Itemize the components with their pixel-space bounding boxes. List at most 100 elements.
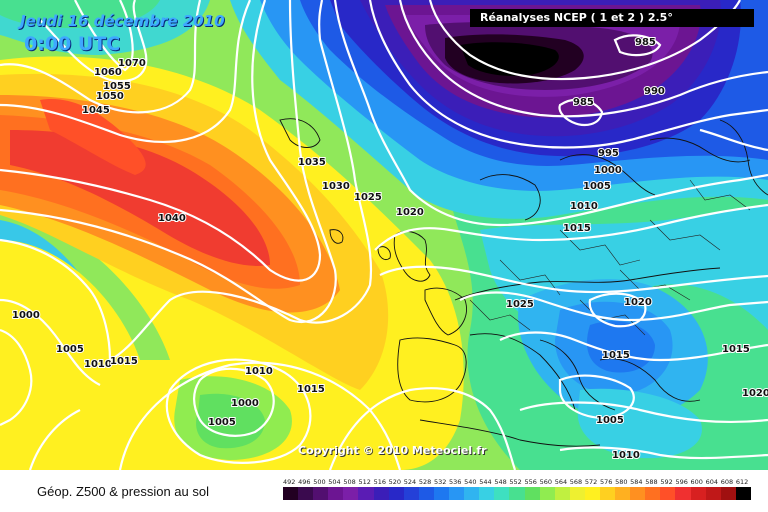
legend-swatch xyxy=(358,487,374,500)
isobar-label: 1070 xyxy=(118,58,146,69)
legend-swatch xyxy=(599,487,616,500)
legend-swatch xyxy=(388,487,404,500)
legend-value: 600 xyxy=(690,478,703,486)
isobar-label: 1015 xyxy=(722,344,750,355)
isobar-label: 1020 xyxy=(624,297,652,308)
legend-value: 604 xyxy=(705,478,719,486)
legend-swatch xyxy=(630,487,646,500)
legend-swatch xyxy=(418,487,434,500)
isobar-label: 1005 xyxy=(583,181,611,192)
isobar-label: 1005 xyxy=(596,415,624,426)
legend-value: 596 xyxy=(675,478,688,486)
isobar-label: 1045 xyxy=(82,105,110,116)
legend-value: 608 xyxy=(720,478,734,486)
isobar-label: 985 xyxy=(573,97,594,108)
legend-swatch xyxy=(433,487,450,500)
isobar-label: 1020 xyxy=(396,207,424,218)
isobar-label: 1030 xyxy=(322,181,350,192)
legend-swatch xyxy=(675,487,691,500)
legend-value: 576 xyxy=(599,478,613,486)
legend-swatch xyxy=(283,487,299,500)
isobar-label: 1010 xyxy=(570,201,598,212)
legend-value: 508 xyxy=(343,478,356,486)
legend-swatch xyxy=(494,487,510,500)
isobar-label: 995 xyxy=(598,148,619,159)
isobar-label: 1000 xyxy=(594,165,622,176)
isobar-label: 1005 xyxy=(56,344,84,355)
legend-swatch xyxy=(539,487,555,500)
legend-value: 612 xyxy=(735,478,749,486)
legend-value: 564 xyxy=(554,478,568,486)
legend-swatch xyxy=(449,487,465,500)
legend-swatch xyxy=(645,487,661,500)
legend-value: 548 xyxy=(494,478,507,486)
legend-value: 572 xyxy=(584,478,598,486)
legend-swatch xyxy=(313,487,329,500)
isobar-labels: 1070 1060 1055 1050 1045 1040 1035 1030 … xyxy=(11,36,768,462)
legend-value: 516 xyxy=(373,478,386,486)
map-time: 0:00 UTC xyxy=(24,33,121,55)
color-legend: 492 496 500 504 508 512 516 520 524 528 532 536 540 5… xyxy=(283,478,751,504)
isobar-label: 1015 xyxy=(110,356,138,367)
legend-swatch xyxy=(328,487,344,500)
legend-swatch xyxy=(403,487,419,500)
isobar-label: 1050 xyxy=(96,91,124,102)
legend-value: 556 xyxy=(524,478,537,486)
isobar-label: 1005 xyxy=(208,417,236,428)
legend-value: 524 xyxy=(403,478,417,486)
legend-value: 500 xyxy=(313,478,326,486)
legend-value: 592 xyxy=(660,478,673,486)
legend-swatch xyxy=(464,487,480,500)
isobar-label: 985 xyxy=(635,37,656,48)
isobar-label: 1035 xyxy=(298,157,326,168)
legend-swatch xyxy=(343,487,359,500)
legend-swatch xyxy=(705,487,721,500)
legend-swatch xyxy=(720,487,736,500)
legend-swatch xyxy=(524,487,540,500)
isobar-label: 1010 xyxy=(612,450,640,461)
legend-value: 540 xyxy=(464,478,477,486)
map-svg: 1070 1060 1055 1050 1045 1040 1035 1030 … xyxy=(0,0,768,470)
legend-swatch xyxy=(509,487,525,500)
isobar-label: 1015 xyxy=(297,384,325,395)
footer-title: Géop. Z500 & pression au sol xyxy=(37,484,209,499)
isobar-label: 1020 xyxy=(742,388,768,399)
legend-value: 544 xyxy=(479,478,492,486)
legend-swatch xyxy=(584,487,600,500)
legend-swatch xyxy=(690,487,706,500)
isobar-label: 990 xyxy=(644,86,665,97)
legend-value: 552 xyxy=(509,478,522,486)
isobar-label: 1010 xyxy=(84,359,112,370)
isobar-label: 1000 xyxy=(12,310,40,321)
legend-swatch xyxy=(479,487,495,500)
copyright-text: Copyright © 2010 Meteociel.fr xyxy=(298,444,487,457)
legend-value: 520 xyxy=(388,478,402,486)
coastlines xyxy=(279,118,768,447)
legend-labels: 492 496 500 504 508 512 516 520 524 528 532 536 540 5… xyxy=(283,478,751,486)
legend-value: 528 xyxy=(418,478,432,486)
legend-value: 512 xyxy=(358,478,371,486)
isobar-label: 1060 xyxy=(94,67,122,78)
source-label: Réanalyses NCEP ( 1 et 2 ) 2.5° xyxy=(470,9,754,27)
isobar-label: 1040 xyxy=(158,213,186,224)
legend-value: 584 xyxy=(630,478,643,486)
legend-cells xyxy=(283,487,751,500)
legend-value: 580 xyxy=(615,478,628,486)
isobar-label: 1010 xyxy=(245,366,273,377)
legend-value: 536 xyxy=(449,478,462,486)
legend-value: 532 xyxy=(433,478,447,486)
isobar-label: 1025 xyxy=(354,192,382,203)
legend-swatch xyxy=(660,487,676,500)
legend-swatch xyxy=(615,487,631,500)
isobar-label: 1000 xyxy=(231,398,259,409)
isobar-label: 1055 xyxy=(103,81,131,92)
legend-value: 496 xyxy=(298,478,311,486)
isobar-label: 1015 xyxy=(602,350,630,361)
legend-swatch xyxy=(735,487,751,500)
legend-value: 588 xyxy=(645,478,658,486)
legend-value: 504 xyxy=(328,478,341,486)
pressure-map: 1070 1060 1055 1050 1045 1040 1035 1030 … xyxy=(0,0,768,470)
isobar-label: 1015 xyxy=(563,223,591,234)
legend-value: 492 xyxy=(283,478,296,486)
isobar-lines xyxy=(0,0,768,470)
